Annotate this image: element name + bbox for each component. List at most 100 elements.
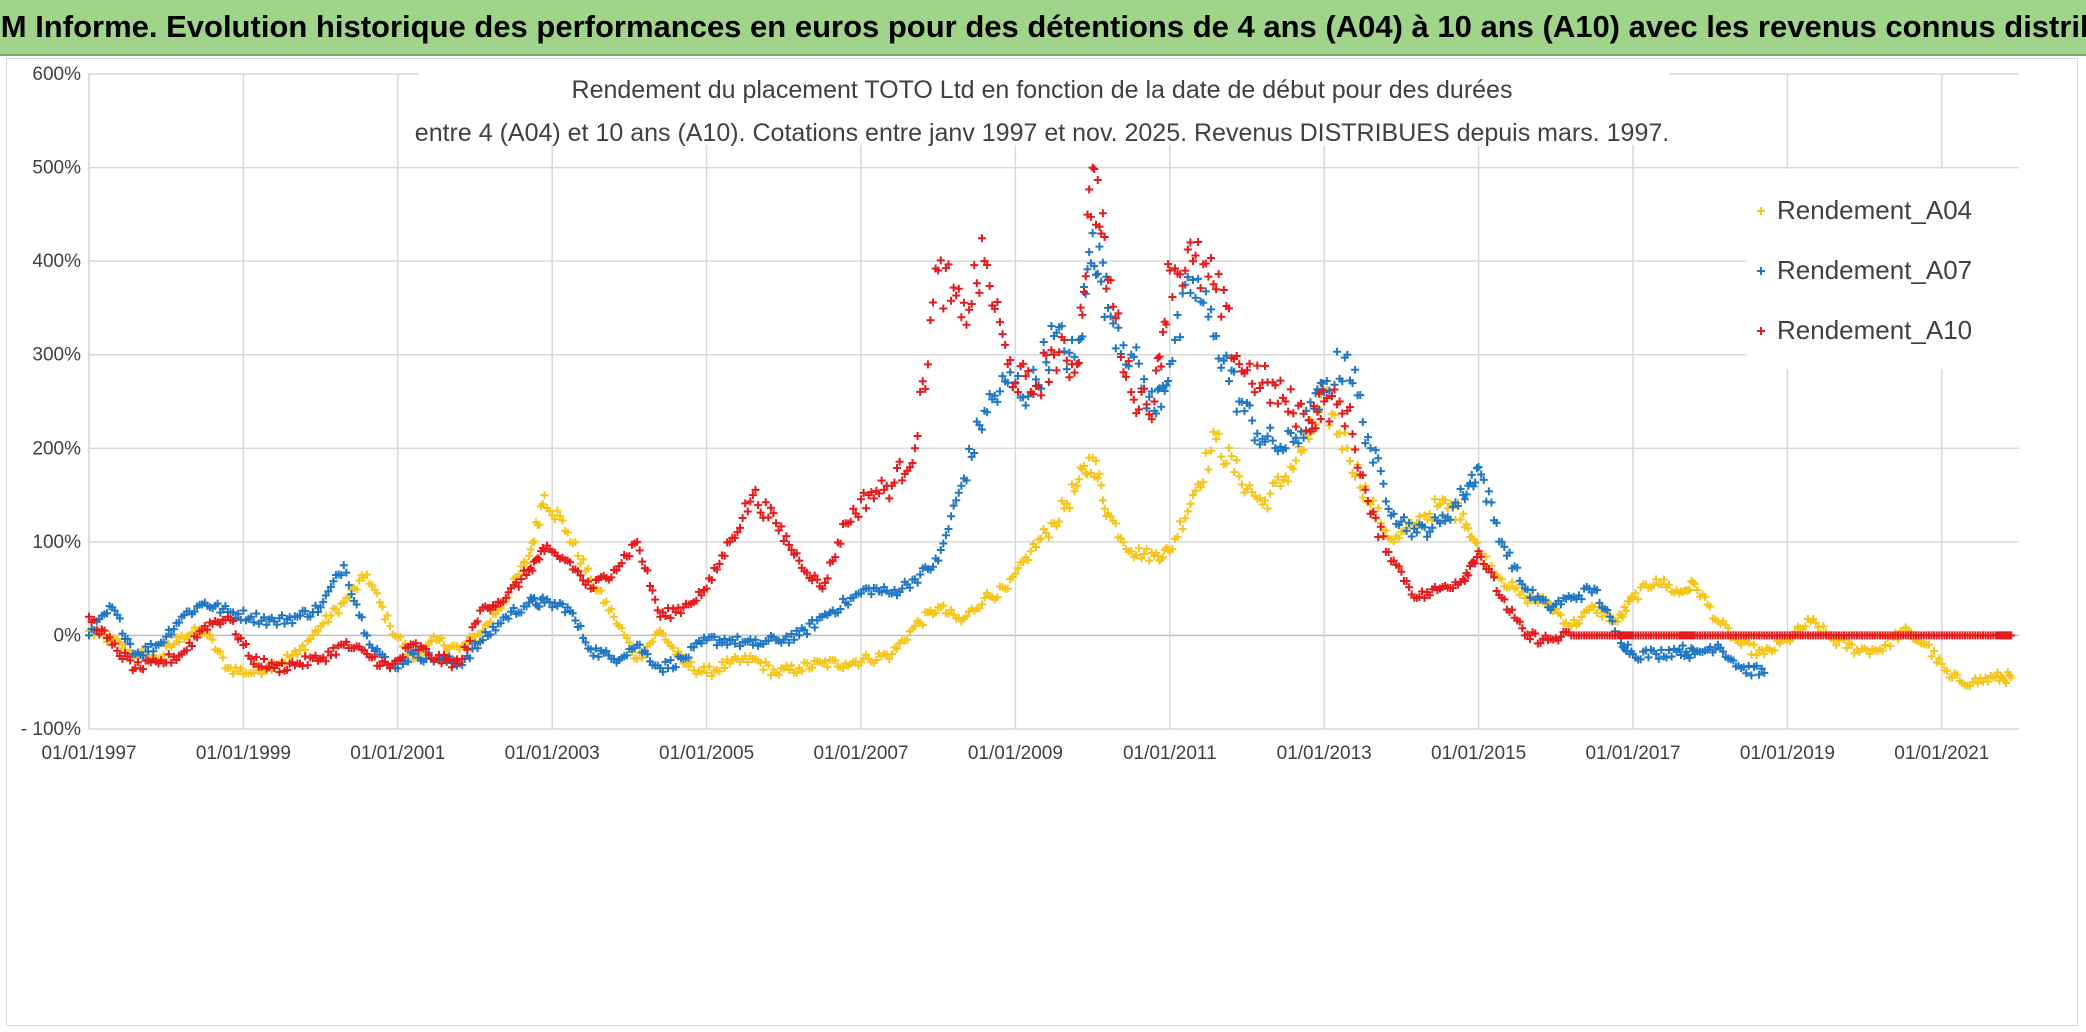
data-point-rendement-a10 — [501, 594, 510, 602]
data-point-rendement-a07 — [844, 600, 853, 609]
data-point-rendement-a07 — [259, 613, 268, 622]
data-point-rendement-a07 — [710, 632, 719, 641]
report-banner: ADAM Informe. Evolution historique des p… — [0, 0, 2086, 56]
data-point-rendement-a04 — [1631, 589, 1640, 598]
data-point-rendement-a04 — [1665, 580, 1674, 589]
data-point-rendement-a07 — [1706, 643, 1715, 652]
data-point-rendement-a04 — [1622, 606, 1631, 615]
data-point-rendement-a10 — [1176, 270, 1185, 279]
data-point-rendement-a07 — [373, 645, 382, 654]
x-tick-label: 01/01/2019 — [1740, 743, 1835, 764]
data-point-rendement-a07 — [1757, 664, 1766, 673]
data-point-rendement-a07 — [954, 488, 963, 497]
data-point-rendement-a04 — [1351, 472, 1360, 481]
data-point-rendement-a04 — [1505, 583, 1514, 592]
data-point-rendement-a10 — [967, 300, 976, 309]
data-point-rendement-a04 — [1472, 538, 1481, 547]
data-point-rendement-a10 — [1170, 264, 1179, 273]
data-point-rendement-a04 — [1592, 608, 1601, 617]
data-point-rendement-a07 — [671, 663, 680, 672]
data-point-rendement-a10 — [301, 652, 310, 661]
data-point-rendement-a07 — [311, 601, 320, 610]
data-point-rendement-a07 — [790, 635, 799, 644]
data-point-rendement-a10 — [921, 384, 930, 393]
data-point-rendement-a07 — [316, 603, 325, 612]
data-point-rendement-a10 — [1140, 384, 1149, 393]
data-point-rendement-a10 — [857, 495, 865, 504]
data-point-rendement-a10 — [422, 644, 431, 653]
data-point-rendement-a10 — [965, 305, 974, 314]
data-point-rendement-a04 — [386, 622, 395, 631]
data-point-rendement-a10 — [133, 658, 142, 667]
data-point-rendement-a07 — [1438, 511, 1447, 520]
data-point-rendement-a04 — [576, 559, 585, 568]
data-point-rendement-a10 — [1536, 639, 1545, 648]
data-point-rendement-a07 — [1255, 440, 1264, 449]
data-point-rendement-a10 — [1313, 407, 1322, 416]
data-point-rendement-a07 — [1261, 437, 1270, 446]
data-point-rendement-a04 — [1335, 429, 1344, 438]
data-point-rendement-a10 — [265, 663, 274, 672]
data-point-rendement-a10 — [893, 464, 902, 473]
data-point-rendement-a10 — [697, 591, 706, 600]
data-point-rendement-a07 — [319, 597, 328, 606]
data-point-rendement-a04 — [1338, 445, 1347, 454]
data-point-rendement-a04 — [1134, 544, 1143, 553]
data-point-rendement-a04 — [893, 644, 902, 653]
data-point-rendement-a10 — [1402, 577, 1411, 586]
data-point-rendement-a04 — [1659, 575, 1668, 584]
data-point-rendement-a10 — [1248, 379, 1257, 388]
data-point-rendement-a07 — [913, 578, 922, 587]
data-point-rendement-a07 — [141, 642, 150, 651]
data-point-rendement-a10 — [1379, 532, 1388, 541]
data-point-rendement-a07 — [800, 625, 809, 634]
data-point-rendement-a10 — [784, 540, 793, 549]
data-point-rendement-a07 — [1405, 519, 1414, 528]
data-point-rendement-a10 — [1074, 358, 1083, 367]
data-point-rendement-a07 — [1356, 390, 1365, 399]
data-point-rendement-a10 — [779, 537, 788, 546]
data-point-rendement-a04 — [1757, 645, 1766, 654]
data-point-rendement-a10 — [1076, 303, 1085, 312]
data-point-rendement-a10 — [741, 499, 750, 508]
data-point-rendement-a10 — [908, 458, 917, 467]
data-point-rendement-a10 — [934, 266, 943, 275]
data-point-rendement-a07 — [1224, 377, 1233, 386]
data-point-rendement-a10 — [1363, 496, 1372, 505]
data-point-rendement-a07 — [1232, 407, 1241, 416]
data-point-rendement-a10 — [962, 320, 971, 329]
data-point-rendement-a04 — [437, 634, 446, 643]
data-point-rendement-a10 — [730, 533, 739, 542]
data-point-rendement-a10 — [1353, 463, 1362, 472]
data-point-rendement-a04 — [514, 570, 523, 579]
data-point-rendement-a07 — [1500, 542, 1509, 551]
data-point-rendement-a07 — [329, 577, 338, 586]
data-point-rendement-a07 — [1219, 356, 1228, 365]
y-tick-label: 200% — [32, 438, 81, 459]
data-point-rendement-a04 — [1232, 456, 1241, 465]
data-point-rendement-a10 — [813, 575, 822, 584]
data-point-rendement-a07 — [1104, 303, 1113, 312]
data-point-rendement-a10 — [1011, 379, 1020, 388]
data-point-rendement-a10 — [944, 260, 953, 269]
data-point-rendement-a10 — [1361, 485, 1370, 494]
x-tick-label: 01/01/2007 — [813, 743, 908, 764]
data-point-rendement-a04 — [1953, 670, 1962, 679]
data-point-rendement-a04 — [1106, 512, 1115, 521]
data-point-rendement-a07 — [1556, 600, 1565, 609]
data-point-rendement-a10 — [854, 512, 863, 521]
data-point-rendement-a04 — [550, 515, 559, 524]
data-point-rendement-a04 — [1132, 551, 1141, 560]
data-point-rendement-a10 — [764, 513, 773, 522]
data-point-rendement-a10 — [123, 652, 132, 661]
data-point-rendement-a07 — [1518, 580, 1527, 589]
data-point-rendement-a04 — [1973, 679, 1982, 688]
data-point-rendement-a04 — [911, 622, 920, 631]
data-point-rendement-a07 — [1644, 653, 1653, 662]
data-point-rendement-a10 — [1047, 346, 1056, 355]
data-point-rendement-a10 — [272, 661, 281, 670]
data-point-rendement-a07 — [1338, 377, 1347, 386]
data-point-rendement-a07 — [1412, 528, 1421, 537]
data-point-rendement-a04 — [797, 666, 806, 675]
data-point-rendement-a10 — [1330, 385, 1339, 394]
